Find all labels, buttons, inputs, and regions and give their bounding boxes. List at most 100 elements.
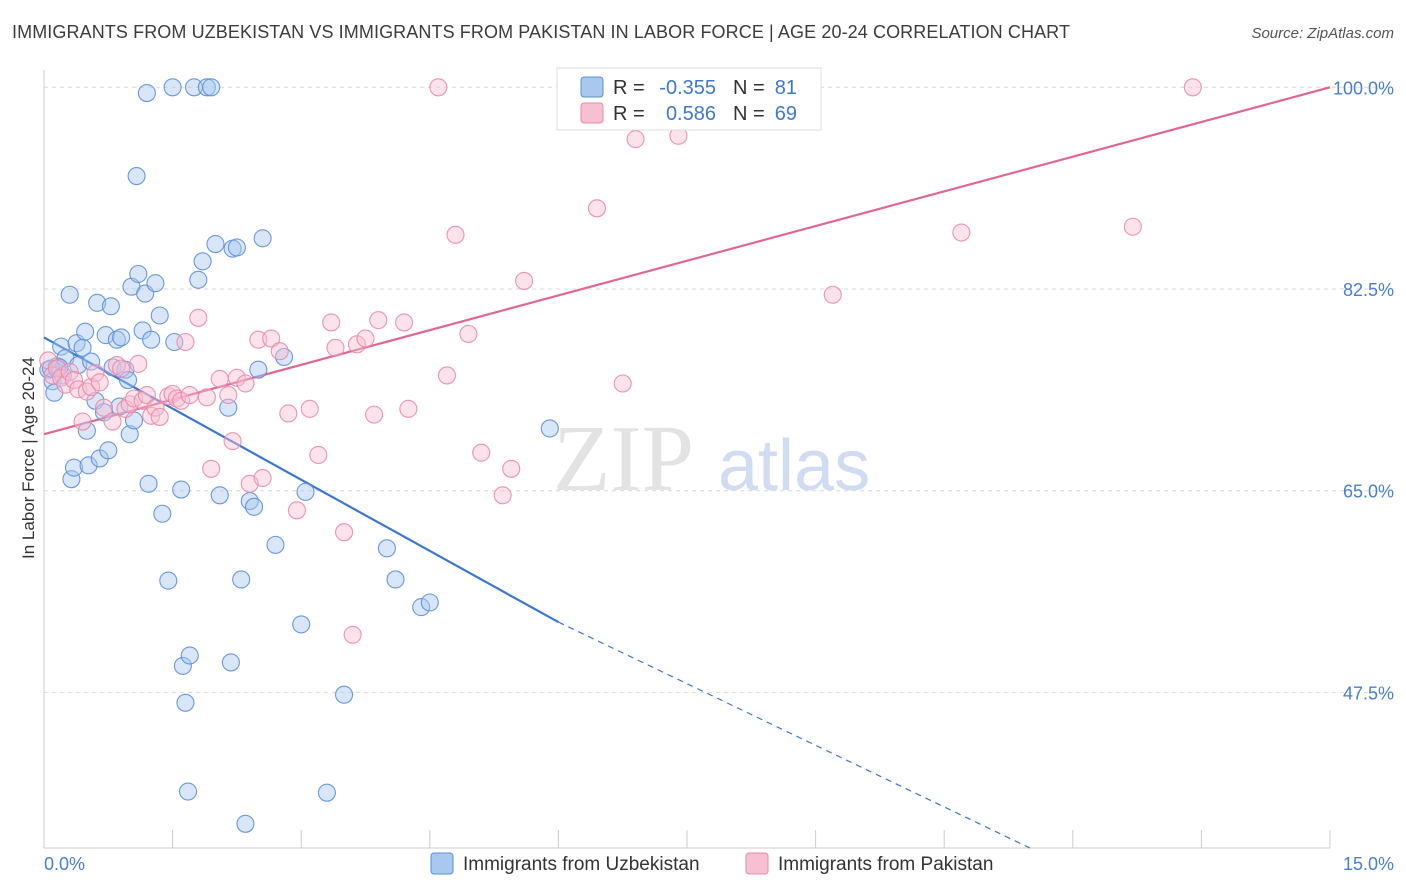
point-uzbekistan — [159, 571, 178, 590]
point-pakistan — [90, 373, 109, 392]
watermark-atlas: atlas — [718, 426, 870, 506]
y-tick-label: 65.0% — [1343, 482, 1394, 502]
point-pakistan — [60, 362, 79, 382]
point-pakistan — [309, 445, 328, 465]
point-uzbekistan — [64, 458, 84, 477]
legend-r-value-uzbekistan: -0.355 — [659, 77, 716, 99]
point-pakistan — [197, 388, 216, 407]
point-uzbekistan — [197, 78, 216, 97]
trend-lines — [43, 86, 1331, 849]
point-pakistan — [86, 364, 105, 383]
point-uzbekistan — [153, 504, 172, 523]
x-tick-label-max: 15.0% — [1343, 854, 1394, 874]
trend-line-uzbekistan — [43, 336, 559, 624]
point-uzbekistan — [150, 306, 169, 325]
series-legend-swatch-pakistan — [745, 852, 769, 875]
point-pakistan — [587, 199, 607, 218]
legend-swatch-pakistan — [580, 102, 604, 124]
legend-r-label-uzbekistan: R = — [613, 77, 645, 99]
point-pakistan — [613, 374, 632, 393]
point-pakistan — [103, 412, 122, 431]
point-pakistan — [219, 385, 238, 405]
point-uzbekistan — [120, 425, 139, 444]
point-uzbekistan — [52, 337, 71, 356]
point-pakistan — [322, 313, 341, 332]
point-uzbekistan — [77, 421, 96, 440]
point-uzbekistan — [232, 570, 251, 589]
legend-n-label-pakistan: N = — [733, 103, 765, 125]
point-uzbekistan — [189, 270, 208, 289]
legend-swatch-uzbekistan — [580, 76, 604, 98]
y-tick-labels: 47.5% 65.0% 82.5% 100.0% — [1333, 78, 1394, 703]
point-pakistan — [626, 130, 645, 149]
point-uzbekistan — [139, 474, 158, 493]
point-pakistan — [210, 369, 229, 388]
point-pakistan — [279, 404, 298, 423]
trend-line-uzbekistan-extension — [558, 621, 1031, 849]
point-pakistan — [365, 405, 384, 424]
y-tick-label: 47.5% — [1343, 683, 1394, 703]
legend-n-value-pakistan: 69 — [775, 103, 797, 125]
point-pakistan — [180, 385, 199, 405]
point-uzbekistan — [96, 326, 115, 345]
point-uzbekistan — [76, 322, 95, 341]
point-uzbekistan — [101, 297, 120, 316]
watermark-zip: ZIP — [553, 407, 694, 511]
y-tick-label: 100.0% — [1333, 78, 1394, 98]
point-uzbekistan — [317, 783, 336, 802]
point-pakistan — [112, 359, 131, 378]
point-pakistan — [287, 501, 306, 520]
legend-r-label-pakistan: R = — [613, 103, 645, 125]
point-uzbekistan — [540, 419, 559, 438]
point-pakistan — [202, 459, 221, 478]
point-pakistan — [343, 625, 362, 644]
point-pakistan — [176, 332, 195, 352]
point-uzbekistan — [173, 656, 192, 675]
point-uzbekistan — [296, 482, 315, 501]
y-tick-label: 82.5% — [1343, 280, 1394, 300]
point-pakistan — [1123, 217, 1142, 236]
series-legend-label-pakistan: Immigrants from Pakistan — [778, 854, 993, 875]
point-uzbekistan — [335, 685, 354, 704]
point-pakistan — [493, 486, 512, 505]
point-uzbekistan — [219, 398, 238, 417]
point-pakistan — [73, 412, 92, 431]
point-uzbekistan — [292, 615, 311, 634]
point-uzbekistan — [221, 653, 240, 672]
point-uzbekistan — [386, 570, 405, 589]
point-uzbekistan — [82, 352, 101, 371]
point-uzbekistan — [176, 693, 195, 712]
point-uzbekistan — [193, 252, 212, 271]
x-tick-label-min: 0.0% — [44, 854, 85, 874]
point-pakistan — [300, 399, 319, 418]
point-pakistan — [249, 330, 268, 349]
point-uzbekistan — [62, 470, 81, 489]
point-uzbekistan — [88, 293, 107, 312]
watermark: ZIP atlas — [553, 407, 870, 511]
point-uzbekistan — [244, 497, 264, 516]
point-uzbekistan — [202, 78, 221, 97]
point-uzbekistan — [127, 166, 146, 186]
legend-n-label-uzbekistan: N = — [733, 77, 765, 99]
point-pakistan — [515, 271, 534, 290]
point-uzbekistan — [180, 646, 199, 665]
point-uzbekistan — [163, 78, 182, 97]
point-pakistan — [437, 366, 456, 385]
point-pakistan — [129, 354, 148, 373]
point-uzbekistan — [172, 480, 191, 499]
point-pakistan — [270, 342, 289, 361]
point-pakistan — [150, 407, 169, 426]
point-uzbekistan — [112, 328, 131, 347]
trend-line-pakistan — [43, 86, 1331, 436]
point-pakistan — [472, 443, 491, 462]
legend-r-value-pakistan: 0.586 — [666, 103, 716, 125]
axes — [43, 70, 1331, 849]
point-pakistan — [236, 374, 255, 393]
point-uzbekistan — [118, 370, 138, 390]
point-uzbekistan — [142, 330, 161, 349]
source-label: Source: ZipAtlas.com — [1251, 25, 1394, 42]
point-pakistan — [137, 385, 156, 405]
point-uzbekistan — [206, 234, 225, 254]
chart-title: IMMIGRANTS FROM UZBEKISTAN VS IMMIGRANTS… — [12, 22, 1071, 42]
